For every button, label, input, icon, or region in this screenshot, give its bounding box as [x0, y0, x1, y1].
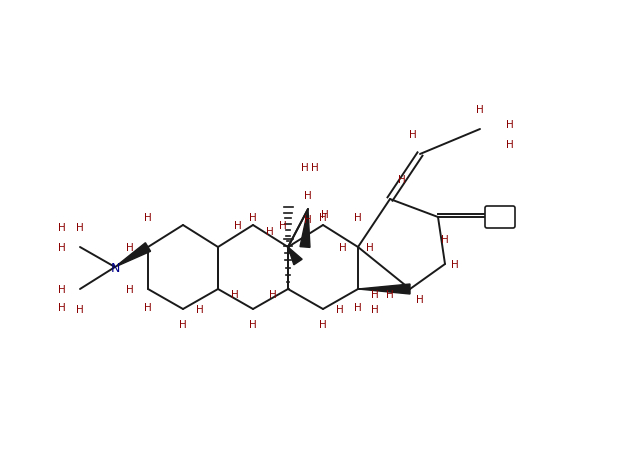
Text: H: H	[476, 105, 484, 115]
Text: H: H	[126, 243, 134, 253]
Text: H: H	[266, 226, 274, 236]
Text: H: H	[179, 319, 187, 329]
Text: H: H	[386, 290, 394, 299]
Text: H: H	[506, 140, 514, 150]
Text: H: H	[58, 222, 66, 232]
Text: H: H	[451, 259, 459, 269]
Text: H: H	[76, 222, 84, 232]
Text: H: H	[249, 212, 257, 222]
Text: H: H	[398, 175, 406, 184]
Text: H: H	[304, 215, 312, 225]
Text: H: H	[371, 304, 379, 314]
Text: H: H	[339, 243, 347, 253]
Polygon shape	[115, 243, 151, 267]
Text: H: H	[234, 221, 242, 230]
Text: N: N	[110, 261, 120, 274]
Polygon shape	[358, 285, 410, 295]
Text: H: H	[196, 304, 204, 314]
Text: H: H	[58, 243, 66, 253]
Polygon shape	[300, 210, 310, 248]
Text: H: H	[354, 302, 362, 312]
Text: H: H	[249, 319, 257, 329]
Text: H: H	[371, 290, 379, 299]
Text: H: H	[441, 235, 449, 244]
Text: H: H	[366, 243, 374, 253]
Text: H: H	[336, 304, 344, 314]
Text: H: H	[304, 191, 312, 201]
Polygon shape	[288, 248, 302, 265]
Text: H: H	[301, 163, 309, 173]
Text: H: H	[319, 212, 327, 222]
Text: H: H	[409, 130, 417, 140]
FancyBboxPatch shape	[485, 207, 515, 229]
Text: H: H	[269, 290, 277, 299]
Text: H: H	[76, 304, 84, 314]
Text: H: H	[321, 210, 329, 220]
Text: H: H	[354, 212, 362, 222]
Text: H: H	[231, 290, 239, 299]
Text: H: H	[126, 285, 134, 295]
Text: H: H	[58, 285, 66, 295]
Text: H: H	[279, 221, 287, 230]
Text: H: H	[58, 302, 66, 312]
Text: H: H	[416, 295, 424, 304]
Text: H: H	[144, 212, 152, 222]
Text: H: H	[311, 163, 319, 173]
Text: O: O	[495, 211, 505, 224]
Text: H: H	[144, 302, 152, 312]
Text: H: H	[506, 120, 514, 130]
Text: H: H	[319, 319, 327, 329]
